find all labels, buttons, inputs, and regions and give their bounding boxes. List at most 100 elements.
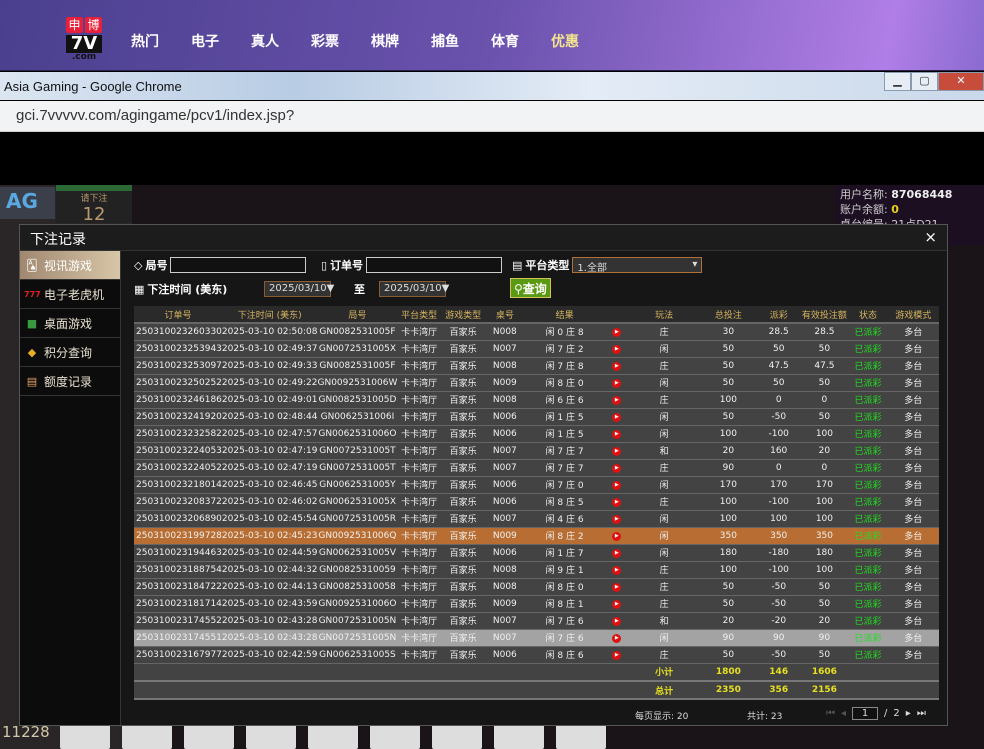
column-header: 派彩 bbox=[757, 306, 801, 324]
cell-mode: 多台 bbox=[887, 544, 939, 562]
cell-result: 闲 8 庄 6 bbox=[524, 646, 605, 664]
empty-cell bbox=[134, 681, 222, 700]
play-video-icon[interactable]: ▶ bbox=[612, 549, 622, 558]
play-video-icon[interactable]: ▶ bbox=[612, 396, 622, 405]
minimize-button[interactable]: ▁ bbox=[884, 72, 911, 91]
table-row[interactable]: 250310023250252 2025-03-10 02:49:22 GN0092… bbox=[134, 374, 939, 392]
play-video-icon[interactable]: ▶ bbox=[612, 345, 622, 354]
nav-chess[interactable]: 棋牌 bbox=[371, 34, 399, 50]
next-page-icon[interactable]: ▸ bbox=[905, 708, 911, 719]
play-video-icon[interactable]: ▶ bbox=[612, 447, 622, 456]
nav-slots[interactable]: 电子 bbox=[191, 34, 219, 50]
date-from-wrap: 2025/03/10▼ bbox=[264, 281, 334, 297]
play-video-icon[interactable]: ▶ bbox=[612, 464, 622, 473]
table-row[interactable]: 250310023174552 2025-03-10 02:43:28 GN0072… bbox=[134, 612, 939, 630]
play-video-icon[interactable]: ▶ bbox=[612, 413, 622, 422]
table-row[interactable]: 250310023167977 2025-03-10 02:42:59 GN0062… bbox=[134, 646, 939, 664]
sidebar-item-credit[interactable]: ▤ 额度记录 bbox=[20, 367, 120, 396]
cell-table: N007 bbox=[485, 612, 525, 630]
play-video-icon[interactable]: ▶ bbox=[612, 532, 622, 541]
table-row[interactable]: 250310023174551 2025-03-10 02:43:28 GN0072… bbox=[134, 629, 939, 647]
play-video-icon[interactable]: ▶ bbox=[612, 566, 622, 575]
sidebar-item-points[interactable]: ◆ 积分查询 bbox=[20, 338, 120, 367]
table-row[interactable]: 250310023232582 2025-03-10 02:47:57 GN0062… bbox=[134, 425, 939, 443]
play-video-icon[interactable]: ▶ bbox=[612, 515, 622, 524]
cell-mode: 多台 bbox=[887, 357, 939, 375]
play-video-icon[interactable]: ▶ bbox=[612, 362, 622, 371]
table-row[interactable]: 250310023181714 2025-03-10 02:43:59 GN0092… bbox=[134, 595, 939, 613]
cell-platform: 卡卡湾厅 bbox=[397, 578, 441, 596]
nav-promo[interactable]: 优惠 bbox=[551, 34, 579, 50]
date-to-select[interactable]: 2025/03/10▼ bbox=[379, 281, 449, 297]
maximize-button[interactable]: ▢ bbox=[911, 72, 938, 91]
ag-logo: AG bbox=[0, 187, 55, 219]
query-button[interactable]: ⚲查询 bbox=[510, 278, 551, 298]
cell-mode: 多台 bbox=[887, 442, 939, 460]
cell-time: 2025-03-10 02:49:37 bbox=[221, 340, 318, 358]
table-row[interactable]: 250310023241920 2025-03-10 02:48:44 GN0062… bbox=[134, 408, 939, 426]
cell-result: 闲 0 庄 8 bbox=[524, 323, 605, 341]
table-row[interactable]: 250310023253097 2025-03-10 02:49:33 GN0082… bbox=[134, 357, 939, 375]
sidebar-item-table-games[interactable]: ■ 桌面游戏 bbox=[20, 309, 120, 338]
cell-time: 2025-03-10 02:49:33 bbox=[221, 357, 318, 375]
play-video-icon[interactable]: ▶ bbox=[612, 600, 622, 609]
nav-lottery[interactable]: 彩票 bbox=[311, 34, 339, 50]
table-row[interactable]: 250310023188754 2025-03-10 02:44:32 GN0082… bbox=[134, 561, 939, 579]
table-row[interactable]: 250310023246186 2025-03-10 02:49:01 GN0082… bbox=[134, 391, 939, 409]
page-count: 2 bbox=[893, 708, 900, 719]
table-row[interactable]: 250310023184722 2025-03-10 02:44:13 GN0082… bbox=[134, 578, 939, 596]
table-row[interactable]: 250310023224052 2025-03-10 02:47:19 GN0072… bbox=[134, 459, 939, 477]
round-input[interactable] bbox=[170, 257, 307, 273]
table-row[interactable]: 250310023194463 2025-03-10 02:44:59 GN0062… bbox=[134, 544, 939, 562]
sidebar-item-live[interactable]: 🂡 视讯游戏 bbox=[20, 251, 120, 280]
nav-sports[interactable]: 体育 bbox=[491, 34, 519, 50]
cell-status: 已派彩 bbox=[848, 459, 888, 477]
cell-time: 2025-03-10 02:44:32 bbox=[221, 561, 318, 579]
cell-valid: 28.5 bbox=[800, 323, 849, 341]
nav-hot[interactable]: 热门 bbox=[131, 34, 159, 50]
round-filter: ◇ 局号 bbox=[134, 257, 307, 273]
table-row[interactable]: 250310023253943 2025-03-10 02:49:37 GN0072… bbox=[134, 340, 939, 358]
platform-select[interactable]: 1.全部 ▾ bbox=[572, 257, 703, 274]
table-row[interactable]: 250310023206890 2025-03-10 02:45:54 GN0072… bbox=[134, 510, 939, 528]
cell-valid: 170 bbox=[800, 476, 849, 494]
nav-fishing[interactable]: 捕鱼 bbox=[431, 34, 459, 50]
table-row[interactable]: 250310023224053 2025-03-10 02:47:19 GN0072… bbox=[134, 442, 939, 460]
play-video-icon[interactable]: ▶ bbox=[612, 634, 622, 643]
table-row[interactable]: 250310023218014 2025-03-10 02:46:45 GN0062… bbox=[134, 476, 939, 494]
table-row[interactable]: 250310023208372 2025-03-10 02:46:02 GN0062… bbox=[134, 493, 939, 511]
date-from-select[interactable]: 2025/03/10▼ bbox=[264, 281, 334, 297]
cell-game: 百家乐 bbox=[440, 527, 486, 545]
play-video-icon[interactable]: ▶ bbox=[612, 481, 622, 490]
table-row[interactable]: 250310023260330 2025-03-10 02:50:08 GN0082… bbox=[134, 323, 939, 341]
cell-valid: 0 bbox=[800, 391, 849, 409]
cell-bet: 90 bbox=[699, 459, 758, 477]
cell-mode: 多台 bbox=[887, 646, 939, 664]
order-input[interactable] bbox=[366, 257, 503, 273]
play-video-icon[interactable]: ▶ bbox=[612, 617, 622, 626]
close-window-button[interactable]: ✕ bbox=[938, 72, 984, 91]
cell-mode: 多台 bbox=[887, 391, 939, 409]
last-page-icon[interactable]: ⏭ bbox=[916, 708, 926, 719]
table-row[interactable]: 250310023199728 2025-03-10 02:45:23 GN0092… bbox=[134, 527, 939, 545]
play-video-icon[interactable]: ▶ bbox=[612, 651, 622, 660]
prev-page-icon[interactable]: ◂ bbox=[841, 708, 847, 719]
sidebar-item-slots[interactable]: 777 电子老虎机 bbox=[20, 280, 120, 309]
cell-payout: 28.5 bbox=[757, 323, 801, 341]
address-bar[interactable]: gci.7vvvvv.com/agingame/pcv1/index.jsp? bbox=[0, 101, 984, 132]
play-video-icon[interactable]: ▶ bbox=[612, 430, 622, 439]
calendar-icon: ▦ bbox=[134, 282, 145, 296]
play-video-icon[interactable]: ▶ bbox=[612, 583, 622, 592]
site-logo[interactable]: 申博 7V .com bbox=[66, 17, 106, 65]
nav-live[interactable]: 真人 bbox=[251, 34, 279, 50]
play-video-icon[interactable]: ▶ bbox=[612, 328, 622, 338]
cell-platform: 卡卡湾厅 bbox=[397, 442, 441, 460]
page-input[interactable]: 1 bbox=[852, 707, 879, 720]
cell-status: 已派彩 bbox=[848, 646, 888, 664]
first-page-icon[interactable]: ⏮ bbox=[826, 708, 835, 719]
close-icon[interactable]: × bbox=[924, 228, 937, 246]
play-video-icon[interactable]: ▶ bbox=[612, 379, 622, 388]
logo-char: 博 bbox=[85, 17, 102, 33]
play-video-icon[interactable]: ▶ bbox=[612, 498, 622, 507]
cell-status: 已派彩 bbox=[848, 544, 888, 562]
